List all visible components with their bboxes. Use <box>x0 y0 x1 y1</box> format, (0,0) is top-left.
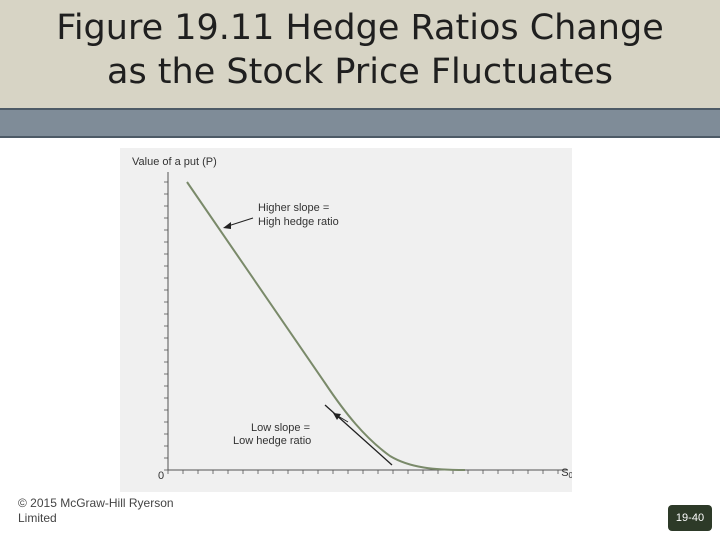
figure-panel: Value of a put (P) Higher slope = High h… <box>120 148 572 492</box>
slide-title: Figure 19.11 Hedge Ratios Change as the … <box>0 6 720 94</box>
copyright-line-1: © 2015 McGraw-Hill Ryerson <box>18 496 174 510</box>
x-axis-label-main: S <box>561 467 568 479</box>
put-value-diagram: Value of a put (P) Higher slope = High h… <box>132 156 572 482</box>
low-slope-arrow <box>337 415 349 423</box>
x-axis-label-subscript: 0 <box>569 471 572 480</box>
x-axis-ticks <box>167 470 559 474</box>
y-axis-label: Value of a put (P) <box>132 156 217 168</box>
annotation-low-slope-line-1: Low slope = <box>251 422 310 434</box>
annotation-low-slope-line-2: Low hedge ratio <box>233 435 311 447</box>
slide-title-line-1: Figure 19.11 Hedge Ratios Change <box>56 8 664 48</box>
high-slope-arrow <box>227 217 254 227</box>
low-slope-arrowhead <box>333 413 341 420</box>
copyright-line-2: Limited <box>18 511 57 525</box>
annotation-high-slope-line-2: High hedge ratio <box>258 216 339 228</box>
page-number-badge: 19-40 <box>668 505 712 531</box>
y-axis-ticks <box>164 181 168 471</box>
title-divider-bar <box>0 108 720 138</box>
put-value-curve <box>186 181 466 471</box>
slide-title-line-2: as the Stock Price Fluctuates <box>107 52 613 92</box>
x-axis-label: S0 <box>561 467 572 480</box>
high-slope-arrowhead <box>223 222 231 229</box>
origin-label: 0 <box>158 470 164 482</box>
title-band <box>0 0 720 108</box>
copyright-notice: © 2015 McGraw-Hill Ryerson Limited <box>18 496 218 526</box>
annotation-high-slope-line-1: Higher slope = <box>258 202 329 214</box>
